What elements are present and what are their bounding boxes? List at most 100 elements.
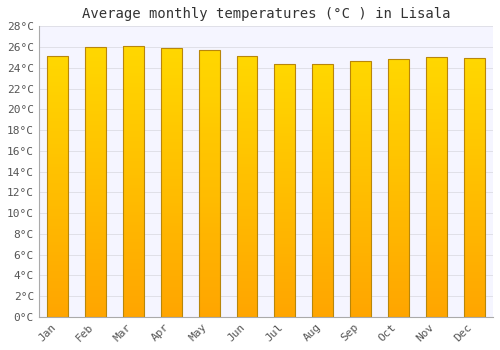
Bar [85,236,106,239]
Bar [198,124,220,127]
Bar [464,117,484,120]
Bar [85,307,106,310]
Bar [123,232,144,236]
Bar [426,271,446,275]
Bar [123,171,144,175]
Bar [161,115,182,119]
Bar [161,119,182,122]
Bar [198,290,220,293]
Bar [123,168,144,171]
Bar [312,187,333,190]
Bar [464,88,484,91]
Bar [388,188,409,191]
Bar [426,152,446,155]
Bar [388,198,409,201]
Bar [312,209,333,212]
Bar [464,188,484,191]
Bar [464,194,484,197]
Bar [312,276,333,279]
Bar [350,108,371,112]
Bar [236,278,258,281]
Bar [123,225,144,229]
Bar [312,304,333,307]
Bar [464,252,484,256]
Bar [464,81,484,84]
Bar [312,89,333,92]
Bar [48,112,68,115]
Bar [48,108,68,112]
Bar [123,73,144,76]
Bar [350,179,371,182]
Bar [426,113,446,116]
Bar [48,138,68,141]
Bar [350,138,371,141]
Bar [85,155,106,158]
Bar [312,310,333,314]
Bar [274,174,295,177]
Bar [198,273,220,277]
Bar [123,283,144,286]
Bar [426,135,446,139]
Bar [388,60,409,317]
Bar [312,270,333,273]
Bar [48,82,68,86]
Bar [274,263,295,266]
Bar [350,128,371,131]
Bar [48,121,68,125]
Bar [350,301,371,304]
Bar [312,155,333,159]
Bar [85,121,106,125]
Bar [312,263,333,266]
Bar [312,121,333,124]
Bar [85,138,106,141]
Bar [236,115,258,118]
Bar [198,127,220,130]
Bar [274,136,295,140]
Bar [85,216,106,219]
Bar [236,236,258,239]
Bar [123,63,144,66]
Bar [312,231,333,235]
Bar [236,131,258,134]
Bar [48,92,68,96]
Bar [161,250,182,253]
Bar [85,81,106,84]
Bar [426,229,446,232]
Bar [274,279,295,282]
Bar [464,162,484,165]
Bar [161,162,182,166]
Bar [388,246,409,249]
Bar [123,178,144,181]
Bar [426,119,446,122]
Bar [48,154,68,157]
Bar [161,82,182,85]
Bar [236,102,258,105]
Bar [312,140,333,143]
Bar [464,275,484,278]
Bar [426,184,446,187]
Bar [236,161,258,164]
Bar [312,152,333,155]
Bar [426,197,446,200]
Bar [198,50,220,317]
Bar [236,56,258,60]
Bar [274,83,295,86]
Bar [161,172,182,176]
Bar [161,226,182,230]
Bar [312,234,333,238]
Bar [464,113,484,117]
Bar [198,104,220,107]
Bar [312,130,333,133]
Bar [426,67,446,70]
Bar [312,143,333,146]
Bar [123,104,144,107]
Bar [236,99,258,102]
Bar [464,75,484,78]
Bar [312,273,333,276]
Bar [123,307,144,310]
Bar [312,212,333,216]
Bar [236,206,258,209]
Bar [312,111,333,114]
Bar [236,60,258,63]
Bar [312,266,333,270]
